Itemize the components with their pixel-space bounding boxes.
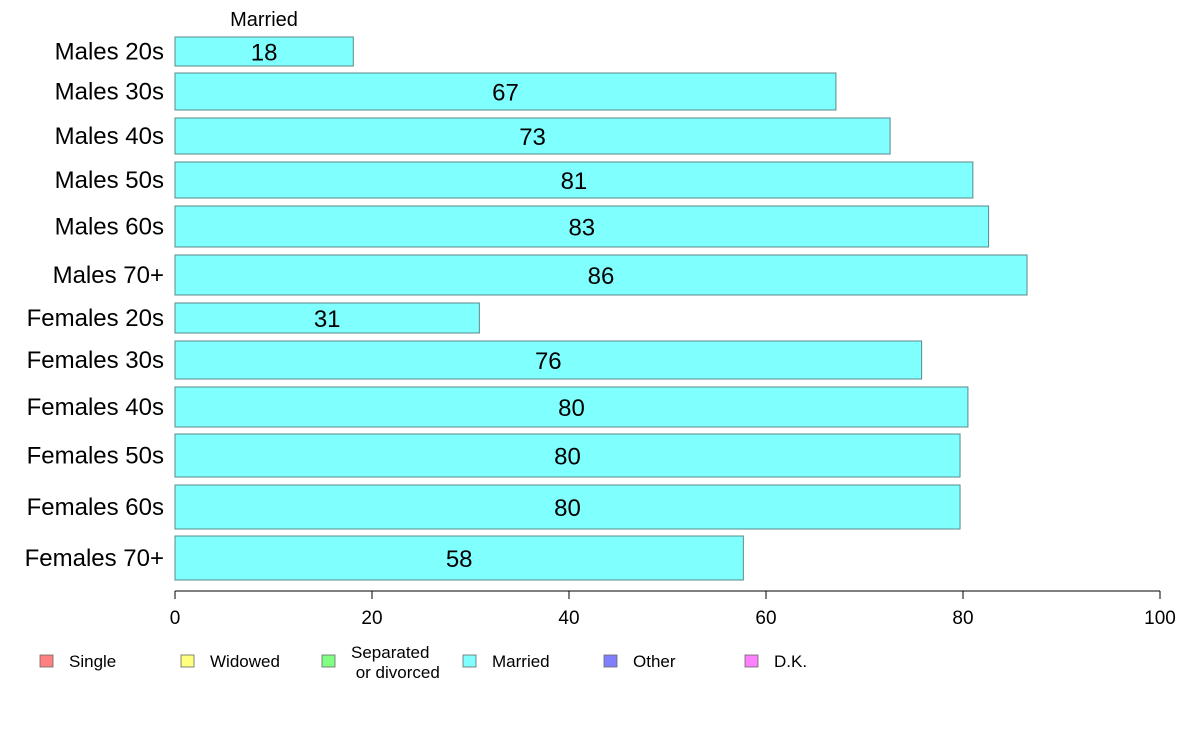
bar-married-females-70 [174, 535, 744, 581]
category-label-males-40s: Males 40s [55, 123, 164, 150]
category-label-males-70: Males 70+ [53, 262, 164, 289]
bar-value-label-females-70: 58 [446, 546, 473, 573]
bar-married-males-40s [174, 117, 891, 155]
bar-married-males-30s [174, 72, 837, 111]
bar-married-females-50s [174, 433, 961, 478]
bar-married-females-20s [174, 302, 480, 334]
bar-value-label-males-50s: 81 [561, 168, 588, 195]
legend-label-single: Single [69, 652, 116, 671]
x-tick-label-60: 60 [755, 608, 776, 629]
category-label-males-30s: Males 30s [55, 79, 164, 106]
legend-swatch-d-k [744, 654, 759, 668]
category-label-females-40s: Females 40s [27, 394, 164, 421]
category-label-females-70: Females 70+ [25, 545, 164, 572]
legend-label-other: Other [633, 652, 676, 671]
bar-value-label-males-60s: 83 [568, 215, 595, 242]
category-label-males-20s: Males 20s [55, 39, 164, 66]
bar-value-label-females-40s: 80 [558, 395, 585, 422]
bar-value-label-females-20s: 31 [314, 306, 341, 333]
bar-married-females-60s [174, 484, 961, 530]
x-tick-label-40: 40 [558, 608, 579, 629]
x-axis: 0 20 40 60 80 100 [170, 590, 1176, 629]
category-label-females-30s: Females 30s [27, 347, 164, 374]
legend-swatch-widowed [180, 654, 195, 668]
x-tick-label-100: 100 [1144, 608, 1176, 629]
bars-group: Males 20s 18 Males 30s 67 Males 40s 73 Males 5… [25, 36, 1028, 581]
bar-married-females-30s [174, 340, 923, 380]
legend-label-separated-or-divorced: Separated or divorced [351, 643, 440, 682]
category-label-females-60s: Females 60s [27, 494, 164, 521]
legend-swatch-single [39, 654, 54, 668]
bar-married-males-70 [174, 254, 1028, 296]
legend-label-widowed: Widowed [210, 652, 280, 671]
category-label-females-20s: Females 20s [27, 305, 164, 332]
bar-value-label-females-50s: 80 [554, 444, 581, 471]
bar-married-females-40s [174, 386, 969, 428]
legend-swatch-married [462, 654, 477, 668]
bar-value-label-females-60s: 80 [554, 495, 581, 522]
legend-label-d-k: D.K. [774, 652, 807, 671]
bar-value-label-females-30s: 76 [535, 348, 562, 375]
x-tick-label-20: 20 [361, 608, 382, 629]
legend-swatch-separated-or-divorced [321, 654, 336, 668]
bar-married-males-20s [174, 36, 354, 67]
legend-label-married: Married [492, 652, 550, 671]
legend: Single Widowed Separated or divorced Marrie… [39, 643, 807, 682]
series-heading-married: Married [230, 9, 298, 31]
bar-value-label-males-20s: 18 [251, 40, 278, 67]
bar-value-label-males-40s: 73 [519, 124, 546, 151]
bar-value-label-males-70: 86 [588, 263, 615, 290]
legend-swatch-other [603, 654, 618, 668]
x-tick-label-0: 0 [170, 608, 181, 629]
bar-married-males-50s [174, 161, 974, 199]
category-label-males-60s: Males 60s [55, 214, 164, 241]
bar-married-males-60s [174, 205, 990, 248]
bar-value-label-males-30s: 67 [492, 80, 519, 107]
category-label-males-50s: Males 50s [55, 167, 164, 194]
category-label-females-50s: Females 50s [27, 443, 164, 470]
x-tick-label-80: 80 [952, 608, 973, 629]
